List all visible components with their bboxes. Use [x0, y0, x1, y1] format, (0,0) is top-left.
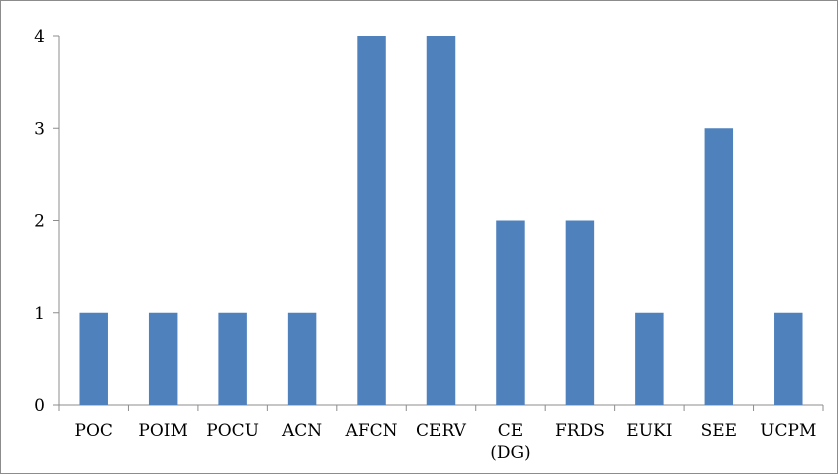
bar [704, 128, 734, 405]
bar [426, 36, 456, 405]
bar [357, 36, 386, 405]
bar [218, 312, 247, 405]
y-tick-label: 4 [34, 27, 45, 47]
y-tick-label: 0 [34, 396, 45, 416]
y-tick-label: 3 [34, 119, 45, 139]
x-tick-label: EUKI [626, 421, 672, 441]
x-axis: POC POIM POCU ACN AFCN CERV CE (DG) FRDS EUKI SEE U… [58, 404, 824, 463]
bar [565, 220, 595, 405]
x-tick-label: ACN [281, 421, 322, 441]
y-tick-label: 1 [34, 304, 45, 324]
x-tick-label: POCU [206, 421, 259, 441]
x-tick-label: AFCN [345, 421, 398, 441]
x-tick-label: UCPM [760, 421, 816, 441]
bar [148, 312, 178, 405]
x-tick-label: FRDS [555, 421, 605, 441]
x-tick-label: POC [75, 421, 113, 441]
x-tick-label: SEE [701, 421, 737, 441]
bar [287, 312, 317, 405]
x-tick-label: CERV [416, 421, 467, 441]
bar [635, 312, 664, 405]
y-axis: 0 1 2 3 4 [34, 27, 60, 416]
bar [79, 312, 108, 405]
x-tick-label: CE (DG) [490, 421, 530, 463]
x-tick-label: POIM [138, 421, 188, 441]
bars [79, 36, 803, 405]
bar [496, 220, 525, 405]
y-tick-label: 2 [34, 212, 45, 232]
bar [774, 312, 803, 405]
